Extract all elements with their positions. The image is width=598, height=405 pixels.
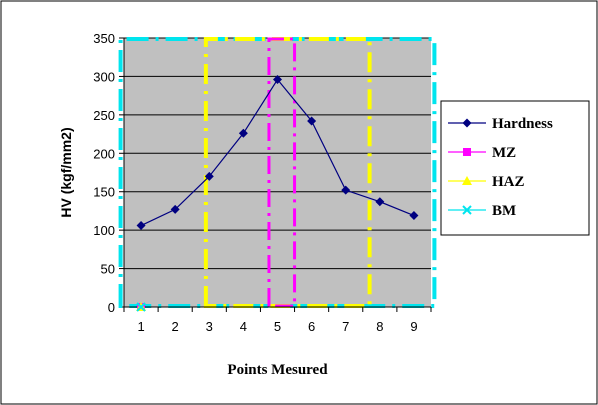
axes	[123, 38, 432, 312]
hardness-series	[136, 75, 419, 312]
haz-region	[203, 37, 372, 308]
legend-marker	[462, 118, 472, 128]
y-tick-label: 200	[93, 146, 115, 161]
y-tick-label: 350	[93, 31, 115, 46]
region-lines	[118, 37, 437, 308]
x-tick-labels: 1 2 3 4 5 6 7 8 9	[137, 319, 417, 334]
hardness-point	[341, 185, 351, 195]
x-tick-label: 7	[342, 319, 349, 334]
bm-point	[136, 302, 146, 312]
x-tick-label: 2	[172, 319, 179, 334]
legend-label: HAZ	[492, 174, 525, 190]
y-tick-label: 0	[108, 300, 115, 315]
hardness-point	[170, 204, 180, 214]
x-tick-label: 9	[410, 319, 417, 334]
mz-region	[267, 37, 297, 308]
legend: Hardness MZ HAZ BM	[440, 100, 590, 236]
y-tick-label: 250	[93, 108, 115, 123]
y-tick-label: 150	[93, 185, 115, 200]
bm-region	[118, 37, 437, 308]
y-tick-label: 100	[93, 223, 115, 238]
legend-marker	[463, 148, 471, 156]
legend-label: MZ	[492, 145, 516, 161]
hardness-point	[238, 128, 248, 138]
legend-marker	[462, 205, 472, 215]
hardness-point	[136, 221, 146, 231]
y-tick-label: 50	[101, 262, 115, 277]
hardness-point	[273, 75, 282, 85]
y-tick-label: 300	[93, 69, 115, 84]
x-axis-label: Points Mesured	[227, 362, 328, 378]
x-tick-label: 6	[308, 319, 315, 334]
y-tick-labels: 0 50 100 150 200 250 300 350	[93, 31, 115, 315]
x-tick-label: 5	[274, 319, 281, 334]
legend-label: Hardness	[492, 116, 553, 132]
x-tick-label: 8	[376, 319, 383, 334]
x-tick-label: 4	[240, 319, 247, 334]
x-tick-label: 3	[206, 319, 213, 334]
x-tick-label: 1	[137, 319, 144, 334]
hardness-point	[204, 171, 214, 181]
y-axis-label: HV (kgf/mm2)	[58, 127, 74, 217]
legend-marker	[462, 176, 472, 185]
hardness-point	[375, 197, 385, 207]
legend-label: BM	[492, 203, 516, 219]
hardness-point	[307, 116, 317, 126]
hardness-point	[409, 211, 419, 221]
